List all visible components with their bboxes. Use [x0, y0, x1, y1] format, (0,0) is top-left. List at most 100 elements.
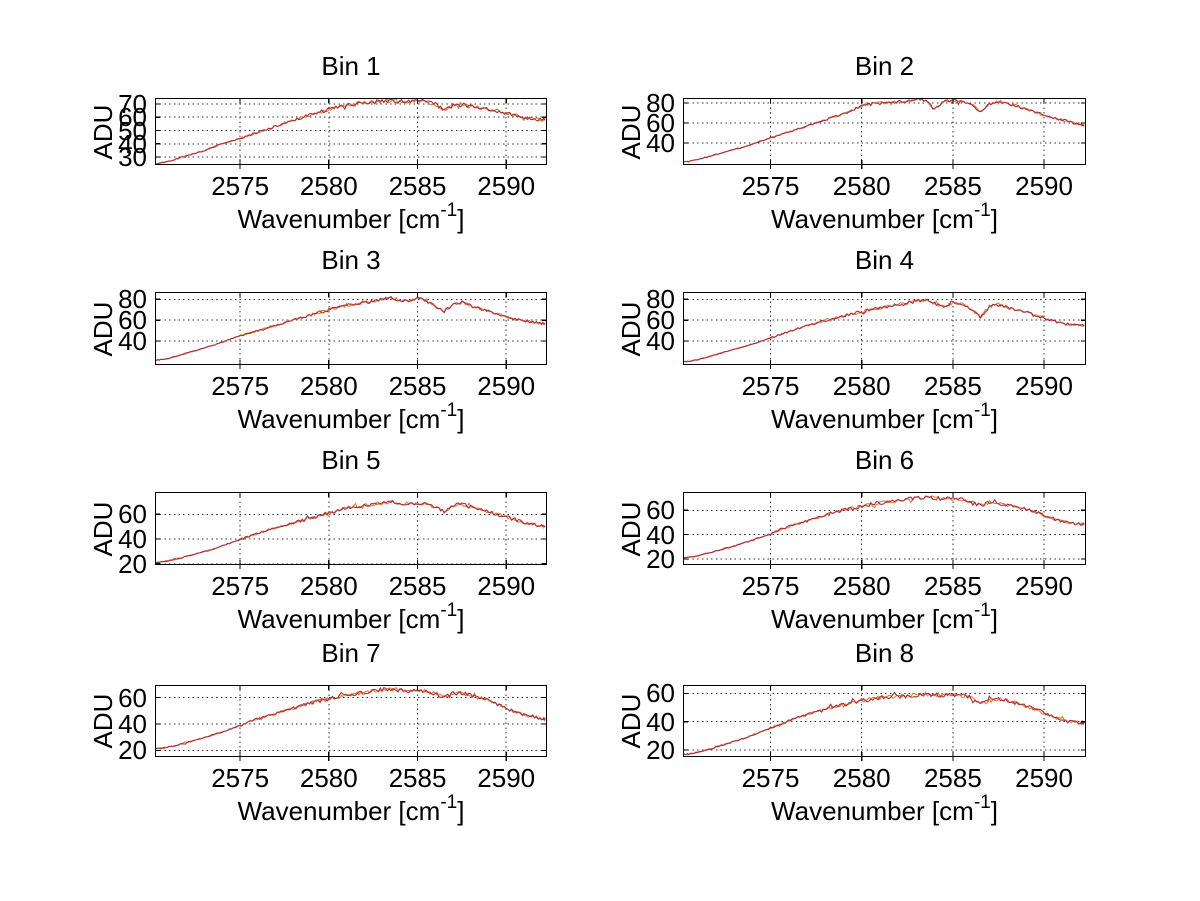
x-tick-label-bin-8: 2580	[832, 763, 891, 793]
y-tick-label-bin-1: 70	[118, 88, 147, 119]
spectrum-overlay-orange-bin-1	[154, 98, 546, 165]
x-axis-label-bin-6: Wavenumber [cm-1]	[683, 601, 1086, 634]
y-tick-label-bin-7: 60	[118, 682, 147, 713]
x-axis-label-bracket: ]	[990, 796, 998, 826]
x-tick-label-bin-4: 2575	[741, 371, 800, 401]
x-axis-label-bin-3: Wavenumber [cm-1]	[155, 401, 547, 434]
x-axis-label-superscript: -1	[973, 400, 991, 422]
x-tick-label-bin-6: 2580	[832, 571, 891, 601]
spectrum-main-red-bin-2	[682, 97, 1085, 163]
y-axis-label-bin-3: ADU	[88, 301, 118, 356]
y-tick-label-bin-4: 60	[646, 305, 675, 336]
y-tick-label-bin-7: 40	[118, 708, 147, 739]
x-tick-label-bin-5: 2580	[299, 571, 358, 601]
y-tick-label-bin-8: 60	[646, 678, 675, 709]
spectrum-overlay-orange-bin-4	[682, 298, 1085, 363]
x-tick-label-bin-2: 2585	[923, 171, 982, 201]
x-tick-label-bin-5: 2585	[388, 571, 447, 601]
y-tick-label-bin-3: 60	[118, 305, 147, 336]
spectrum-main-red-bin-7	[154, 686, 546, 750]
x-axis-label-text: Wavenumber [cm	[771, 604, 974, 634]
grid-lines-bin-8	[683, 685, 1086, 757]
axes-bin-1	[154, 97, 548, 169]
subplot-title-bin-6: Bin 6	[854, 445, 915, 475]
x-axis-label-text: Wavenumber [cm	[237, 404, 441, 434]
y-tick-label-bin-5: 60	[118, 499, 147, 530]
y-tick-label-bin-3: 80	[118, 284, 147, 315]
x-axis-label-bin-1: Wavenumber [cm-1]	[155, 201, 547, 234]
y-tick-label-bin-5: 20	[118, 548, 147, 579]
y-tick-label-bin-6: 20	[646, 543, 675, 574]
axes-bin-2	[682, 97, 1087, 169]
y-tick-label-bin-1: 60	[118, 102, 147, 133]
axes-box-bin-4	[682, 291, 1087, 369]
axes-box-bin-8	[682, 684, 1087, 761]
x-tick-label-bin-3: 2590	[477, 371, 536, 401]
x-tick-label-bin-8: 2575	[741, 763, 800, 793]
x-axis-label-text: Wavenumber [cm	[771, 796, 974, 826]
y-tick-label-bin-1: 30	[118, 142, 147, 173]
x-tick-label-bin-2: 2580	[832, 171, 891, 201]
axes-bin-7	[154, 684, 548, 761]
y-tick-label-bin-8: 40	[646, 706, 675, 737]
grid-lines-bin-3	[155, 292, 547, 365]
subplot-title-bin-2: Bin 2	[854, 51, 915, 81]
x-axis-label-superscript: -1	[440, 200, 458, 222]
spectrum-main-red-bin-6	[682, 495, 1085, 559]
x-tick-label-bin-4: 2585	[923, 371, 982, 401]
spectrum-overlay-orange-bin-3	[154, 296, 546, 361]
x-tick-label-bin-7: 2580	[299, 763, 358, 793]
x-tick-label-bin-6: 2590	[1015, 571, 1073, 601]
x-tick-label-bin-6: 2575	[741, 571, 800, 601]
y-tick-label-bin-6: 60	[646, 495, 675, 526]
spectrum-main-red-bin-3	[154, 295, 546, 361]
x-axis-label-superscript: -1	[973, 600, 991, 622]
x-axis-label-superscript: -1	[973, 200, 991, 222]
y-tick-label-bin-4: 80	[646, 284, 675, 315]
grid-lines-bin-1	[155, 98, 547, 165]
x-axis-label-text: Wavenumber [cm	[237, 204, 441, 234]
axes-box-bin-7	[154, 684, 548, 761]
x-axis-label-superscript: -1	[440, 400, 458, 422]
x-axis-label-bracket: ]	[457, 404, 465, 434]
x-tick-label-bin-3: 2585	[388, 371, 447, 401]
x-axis-label-bracket: ]	[990, 604, 998, 634]
x-axis-label-bin-5: Wavenumber [cm-1]	[155, 601, 547, 634]
y-tick-label-bin-3: 40	[118, 326, 147, 356]
spectrum-overlay-orange-bin-8	[682, 690, 1085, 756]
spectrum-main-red-bin-1	[154, 98, 546, 165]
x-tick-label-bin-2: 2575	[741, 171, 800, 201]
subplot-title-bin-8: Bin 8	[854, 638, 915, 668]
axes-box-bin-6	[682, 491, 1087, 569]
y-tick-label-bin-8: 20	[646, 734, 675, 765]
x-tick-label-bin-8: 2590	[1015, 763, 1073, 793]
y-tick-label-bin-1: 50	[118, 115, 147, 146]
y-tick-label-bin-5: 40	[118, 524, 147, 555]
x-axis-label-bracket: ]	[990, 204, 998, 234]
grid-lines-bin-2	[683, 98, 1086, 165]
x-axis-label-superscript: -1	[440, 600, 458, 622]
x-axis-label-text: Wavenumber [cm	[771, 204, 974, 234]
x-axis-label-bin-4: Wavenumber [cm-1]	[683, 401, 1086, 434]
grid-lines-bin-4	[683, 292, 1086, 365]
axes-box-bin-1	[154, 97, 548, 169]
x-tick-label-bin-7: 2585	[388, 763, 447, 793]
axes-bin-5	[154, 491, 548, 569]
y-axis-label-bin-2: ADU	[616, 104, 646, 159]
x-axis-label-superscript: -1	[440, 792, 458, 814]
y-axis-label-bin-5: ADU	[88, 501, 118, 556]
spectrum-overlay-orange-bin-7	[154, 687, 546, 750]
x-tick-label-bin-6: 2585	[923, 571, 982, 601]
axes-bin-8	[682, 684, 1087, 761]
x-tick-label-bin-3: 2580	[299, 371, 358, 401]
subplot-title-bin-7: Bin 7	[321, 638, 381, 668]
x-axis-label-superscript: -1	[973, 792, 991, 814]
y-tick-label-bin-1: 40	[118, 128, 147, 159]
y-axis-label-bin-4: ADU	[616, 301, 646, 356]
spectrum-main-red-bin-5	[154, 499, 546, 564]
x-axis-label-text: Wavenumber [cm	[237, 796, 441, 826]
x-tick-label-bin-1: 2580	[299, 171, 358, 201]
grid-lines-bin-5	[155, 492, 547, 565]
spectrum-main-red-bin-4	[682, 298, 1085, 363]
